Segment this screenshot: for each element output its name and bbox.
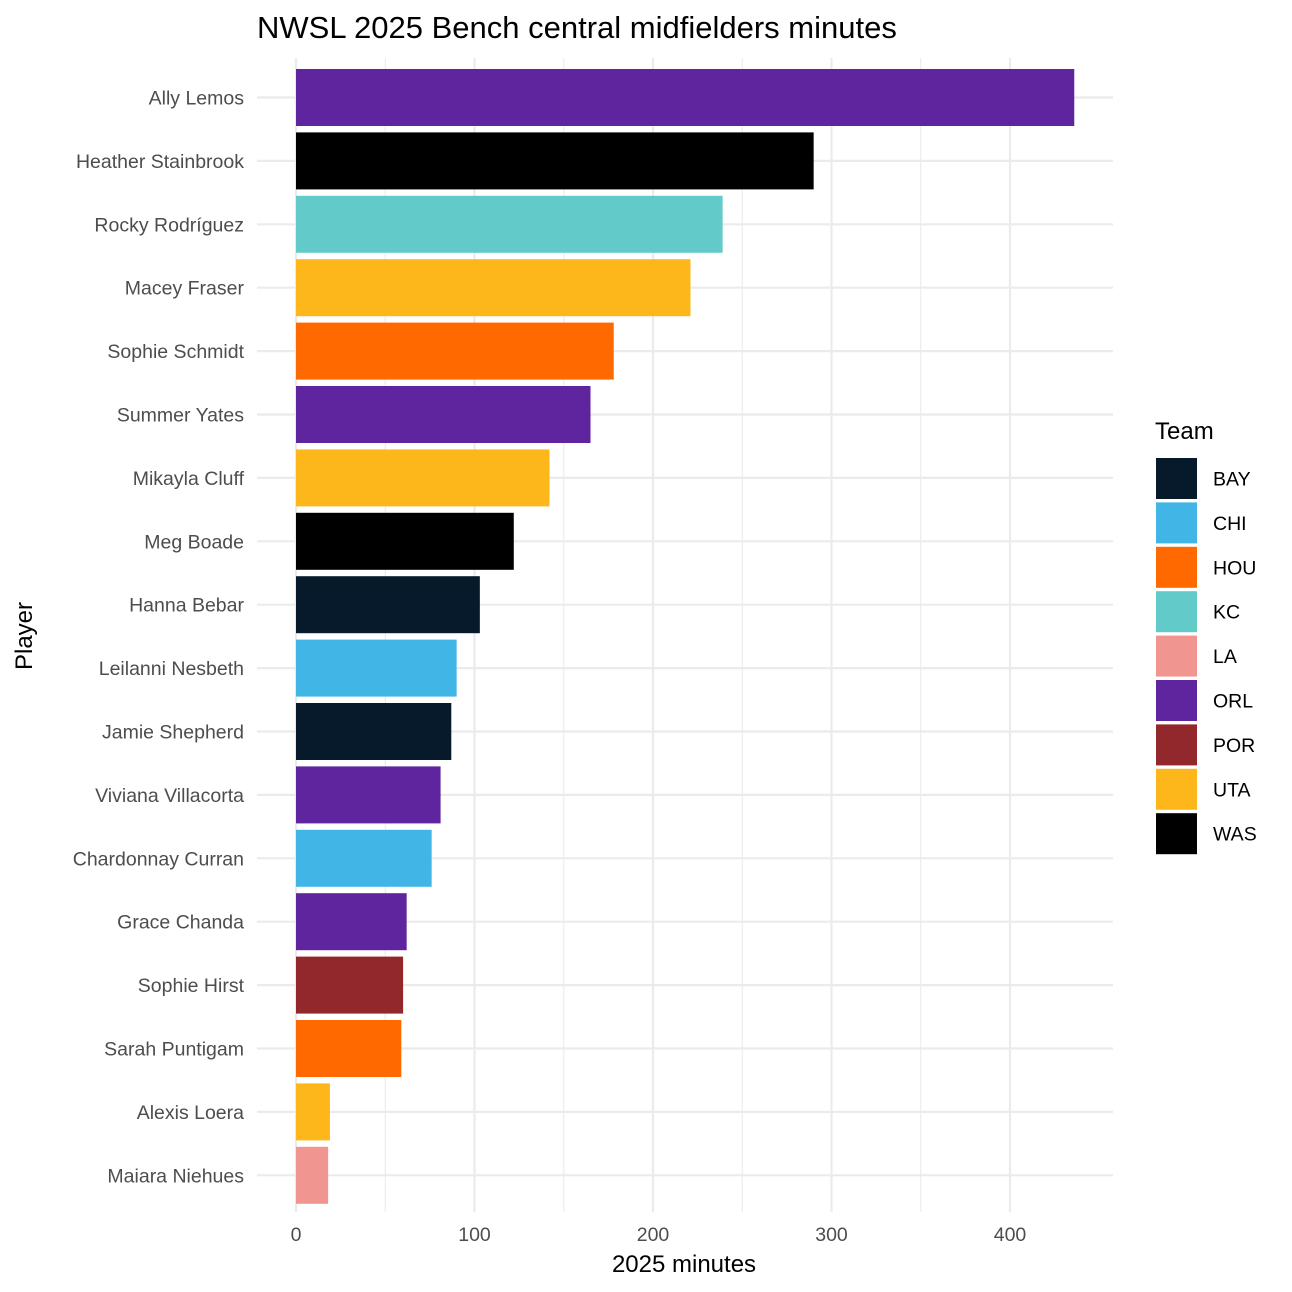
legend-key-uta [1156, 768, 1197, 810]
bar-15: Sophie Hirst: 60 [296, 956, 404, 1014]
y-tick-label: Mikayla Cluff [133, 468, 245, 490]
bar-9: Hanna Bebar: 103 [296, 576, 480, 634]
chart-title: NWSL 2025 Bench central midfielders minu… [257, 10, 897, 45]
bar-1: Ally Lemos: 436 [296, 69, 1075, 126]
x-tick-label: 100 [458, 1224, 491, 1246]
legend-key-bay [1156, 458, 1197, 499]
bar-12: Viviana Villacorta: 81 [296, 766, 441, 824]
x-tick-labels: 0 100 200 300 400 [291, 1224, 1027, 1246]
legend-label: BAY [1213, 469, 1251, 491]
legend-key-was [1156, 813, 1197, 855]
legend-key-chi [1156, 502, 1197, 544]
x-axis-title: 2025 minutes [612, 1251, 756, 1278]
bar-4: Macey Fraser: 221 [296, 259, 691, 317]
y-tick-label: Sophie Hirst [138, 975, 245, 997]
legend-key-por [1156, 724, 1197, 766]
legend-label: WAS [1213, 824, 1257, 846]
legend-key-kc [1156, 591, 1197, 633]
x-tick-label: 300 [815, 1224, 848, 1246]
legend-label: CHI [1213, 513, 1247, 535]
y-tick-label: Heather Stainbrook [76, 151, 244, 173]
bar-5: Sophie Schmidt: 178 [296, 322, 614, 380]
legend-label: POR [1213, 735, 1255, 757]
y-tick-label: Alexis Loera [137, 1102, 244, 1124]
bar-7: Mikayla Cluff: 142 [296, 449, 550, 507]
bar-17: Alexis Loera: 19 [296, 1083, 330, 1141]
y-tick-label: Leilanni Nesbeth [99, 658, 244, 680]
legend-label: HOU [1213, 557, 1256, 579]
legend-label: UTA [1213, 779, 1251, 801]
bar-16: Sarah Puntigam: 59 [296, 1020, 402, 1077]
bar-11: Jamie Shepherd: 87 [296, 703, 452, 760]
legend-title: Team [1155, 418, 1214, 445]
bars: Ally Lemos: 436 Heather Stainbrook: 290Ro… [296, 69, 1075, 1204]
bar-6: Summer Yates: 165 [296, 386, 591, 443]
bar-3: Rocky Rodríguez: 239 [296, 195, 723, 253]
y-tick-label: Sarah Puntigam [104, 1039, 244, 1061]
y-tick-label: Rocky Rodríguez [94, 214, 244, 236]
legend-key-orl [1156, 680, 1197, 721]
bar-8: Meg Boade: 122 [296, 512, 514, 570]
bar-2: Heather Stainbrook: 290 [296, 132, 814, 190]
y-tick-label: Chardonnay Curran [73, 848, 244, 870]
legend-label: ORL [1213, 691, 1253, 713]
legend-key-la [1156, 635, 1197, 677]
bar-10: Leilanni Nesbeth: 90 [296, 639, 457, 697]
bar-13: Chardonnay Curran: 76 [296, 829, 432, 887]
y-tick-label: Ally Lemos [149, 88, 245, 110]
y-tick-label: Maiara Niehues [107, 1165, 244, 1187]
y-tick-label: Sophie Schmidt [107, 341, 244, 363]
legend-label: KC [1213, 602, 1240, 624]
bar-14: Grace Chanda: 62 [296, 893, 407, 951]
legend-key-hou [1156, 546, 1197, 588]
y-tick-label: Hanna Bebar [129, 595, 244, 617]
x-tick-label: 200 [637, 1224, 670, 1246]
x-tick-label: 400 [994, 1224, 1027, 1246]
y-tick-label: Meg Boade [144, 531, 244, 553]
y-tick-label: Viviana Villacorta [95, 785, 244, 807]
y-tick-label: Summer Yates [117, 405, 244, 427]
y-tick-label: Grace Chanda [117, 912, 244, 934]
x-tick-label: 0 [291, 1224, 302, 1246]
legend-label: LA [1213, 646, 1237, 668]
y-tick-labels: Ally Lemos Heather Stainbrook Rocky Rodríg… [73, 88, 245, 1188]
y-tick-label: Jamie Shepherd [102, 722, 244, 744]
y-axis-title: Player [11, 602, 38, 670]
legend: Team BAY CHI HOU KC LA ORL POR UTA WAS [1155, 418, 1257, 855]
bar-18: Maiara Niehues: 18 [296, 1146, 329, 1204]
y-tick-label: Macey Fraser [125, 278, 245, 300]
